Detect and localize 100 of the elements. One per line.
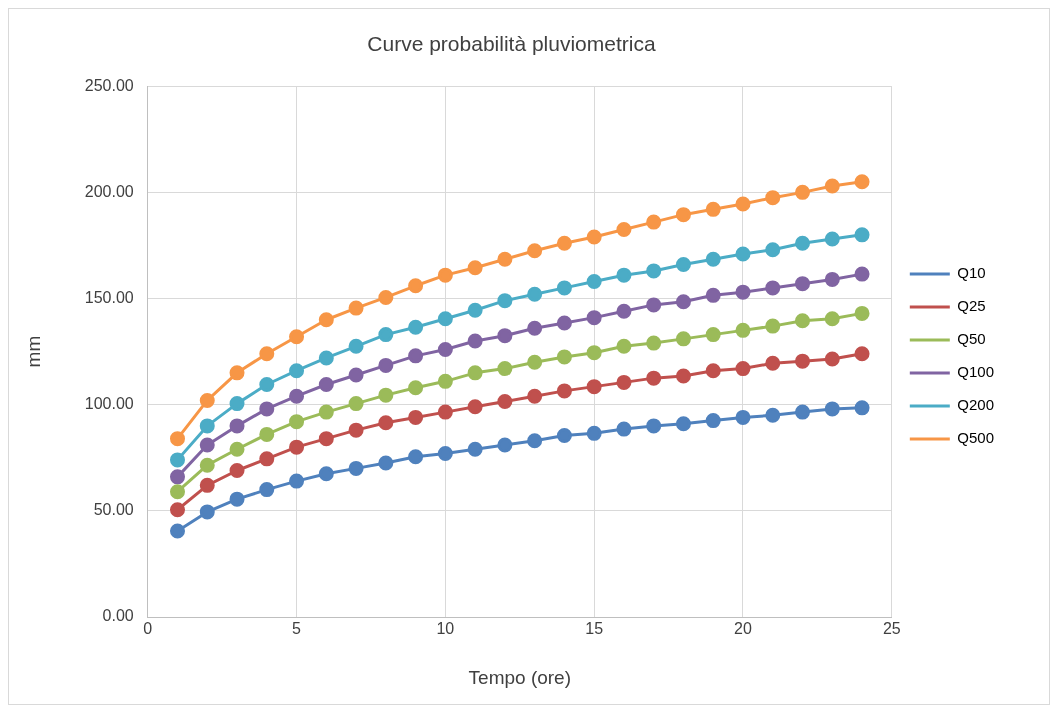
point bbox=[586, 229, 602, 245]
point bbox=[229, 396, 245, 412]
point bbox=[199, 477, 215, 493]
point bbox=[318, 431, 334, 447]
point bbox=[556, 427, 572, 443]
point bbox=[497, 293, 513, 309]
point bbox=[705, 327, 721, 343]
point bbox=[527, 354, 543, 370]
point bbox=[586, 345, 602, 361]
point bbox=[437, 404, 453, 420]
point bbox=[824, 231, 840, 247]
y-tick-label: 150.00 bbox=[84, 288, 134, 306]
point bbox=[616, 421, 632, 437]
point bbox=[467, 441, 483, 457]
y-axis-title: mm bbox=[22, 335, 44, 368]
point bbox=[318, 312, 334, 328]
point bbox=[646, 214, 662, 230]
point bbox=[378, 327, 394, 343]
point bbox=[467, 333, 483, 349]
point bbox=[378, 289, 394, 305]
point bbox=[824, 401, 840, 417]
x-tick-label: 25 bbox=[882, 620, 901, 638]
point bbox=[497, 437, 513, 453]
x-tick-label: 10 bbox=[436, 620, 455, 638]
point bbox=[556, 315, 572, 331]
point bbox=[259, 451, 275, 467]
point bbox=[289, 329, 305, 345]
y-tick-label: 250.00 bbox=[84, 76, 134, 94]
point bbox=[259, 346, 275, 362]
point bbox=[289, 414, 305, 430]
point bbox=[616, 267, 632, 283]
point bbox=[765, 407, 781, 423]
point bbox=[854, 266, 870, 282]
point bbox=[229, 365, 245, 381]
point bbox=[437, 311, 453, 327]
legend-label: Q25 bbox=[957, 297, 986, 315]
point bbox=[259, 426, 275, 442]
point bbox=[586, 425, 602, 441]
point bbox=[259, 401, 275, 417]
point bbox=[824, 271, 840, 287]
point bbox=[199, 392, 215, 408]
point bbox=[527, 433, 543, 449]
point bbox=[765, 190, 781, 206]
point bbox=[348, 422, 364, 438]
point bbox=[170, 469, 185, 485]
point bbox=[408, 348, 424, 364]
point bbox=[675, 294, 691, 310]
point bbox=[616, 222, 632, 238]
point bbox=[705, 413, 721, 429]
point bbox=[675, 257, 691, 273]
point bbox=[229, 491, 245, 507]
point bbox=[765, 280, 781, 296]
point bbox=[318, 466, 334, 482]
point bbox=[348, 396, 364, 412]
point bbox=[378, 387, 394, 403]
point bbox=[556, 383, 572, 399]
point bbox=[616, 303, 632, 319]
point bbox=[646, 370, 662, 386]
x-tick-label: 15 bbox=[585, 620, 604, 638]
y-tick-label: 100.00 bbox=[84, 395, 134, 413]
point bbox=[854, 174, 870, 190]
point bbox=[229, 418, 245, 434]
point bbox=[586, 379, 602, 395]
point bbox=[795, 184, 811, 200]
point bbox=[199, 457, 215, 473]
point bbox=[170, 502, 185, 518]
point bbox=[586, 310, 602, 326]
x-axis-title: Tempo (ore) bbox=[468, 666, 571, 688]
point bbox=[795, 235, 811, 251]
point bbox=[527, 243, 543, 259]
point bbox=[646, 263, 662, 279]
point bbox=[497, 328, 513, 344]
point bbox=[170, 431, 185, 447]
point bbox=[854, 400, 870, 416]
point bbox=[646, 297, 662, 313]
point bbox=[854, 227, 870, 243]
point bbox=[675, 416, 691, 432]
point bbox=[408, 319, 424, 335]
point bbox=[824, 178, 840, 194]
point bbox=[795, 313, 811, 329]
x-tick-label: 5 bbox=[292, 620, 302, 638]
point bbox=[318, 404, 334, 420]
point bbox=[527, 286, 543, 302]
point bbox=[289, 439, 305, 455]
point bbox=[735, 409, 751, 425]
point bbox=[467, 302, 483, 318]
point bbox=[616, 374, 632, 390]
point bbox=[378, 455, 394, 471]
point bbox=[735, 246, 751, 262]
point bbox=[765, 242, 781, 258]
point bbox=[348, 300, 364, 316]
point bbox=[348, 367, 364, 383]
y-tick-label: 0.00 bbox=[102, 607, 134, 625]
point bbox=[437, 373, 453, 389]
y-tick-label: 50.00 bbox=[93, 501, 134, 519]
point bbox=[735, 196, 751, 212]
point bbox=[705, 201, 721, 217]
point bbox=[765, 318, 781, 334]
point bbox=[289, 473, 305, 489]
legend-label: Q10 bbox=[957, 264, 986, 282]
